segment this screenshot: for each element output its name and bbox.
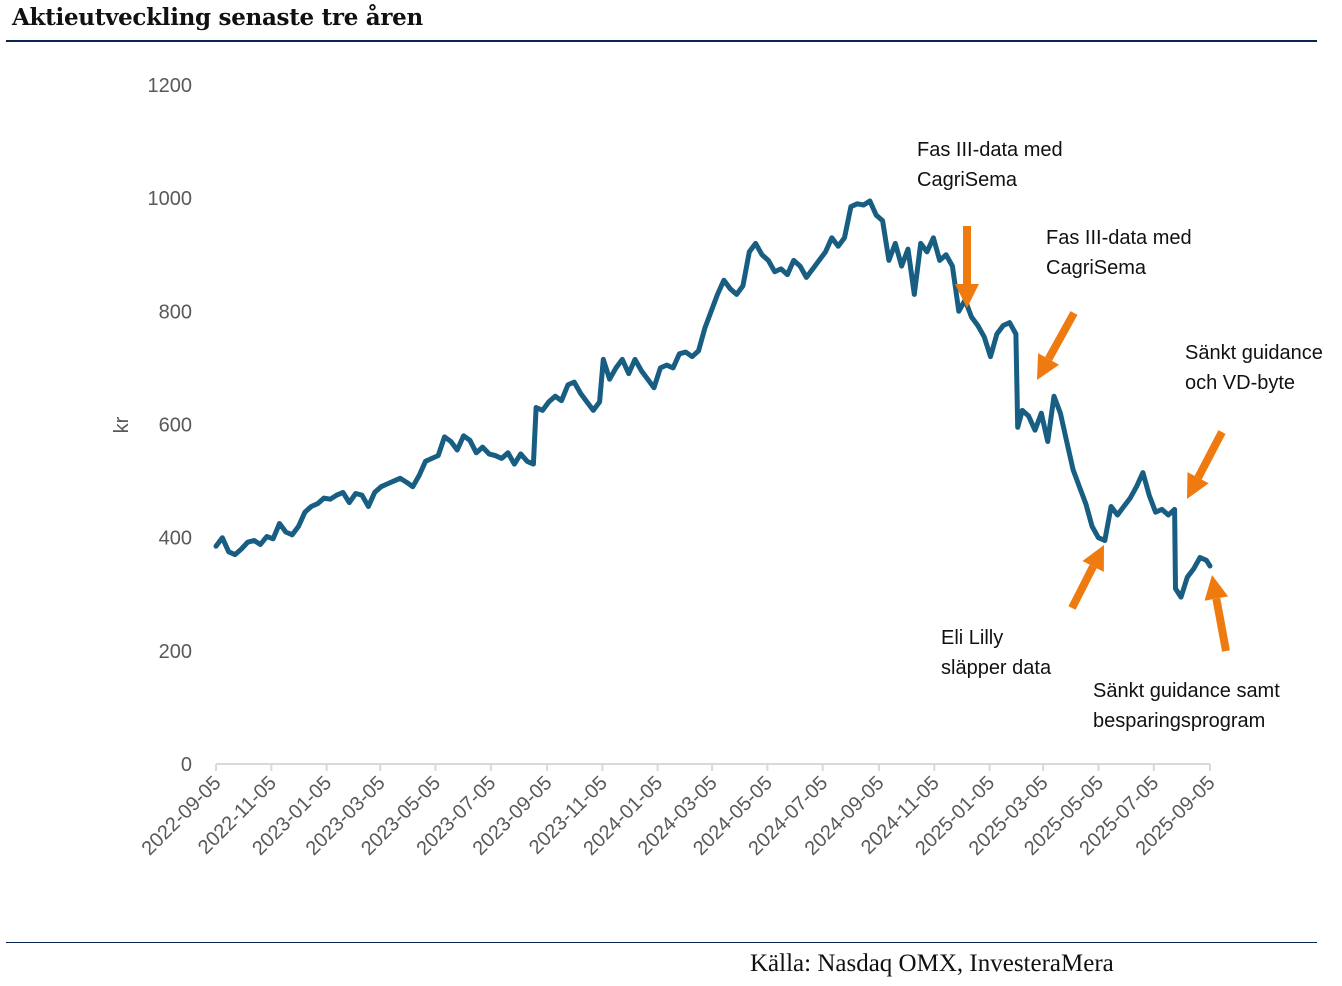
arrow-shaft: [1212, 597, 1230, 652]
y-tick-label: 600: [159, 415, 192, 437]
annotation-a5: Sänkt guidance samt besparingsprogram: [1093, 575, 1280, 732]
price-series-line: [213, 198, 1213, 600]
annotation-a4: Eli Lilly släpper data: [941, 545, 1104, 679]
annotation-text: Eli Lilly: [941, 627, 1003, 649]
arrow-head-icon: [955, 284, 979, 308]
y-axis-title: kr: [111, 416, 133, 433]
y-tick-label: 400: [159, 528, 192, 550]
y-tick-label: 1200: [148, 75, 193, 97]
y-tick-label: 0: [181, 754, 192, 776]
annotation-text: Fas III-data med: [1046, 227, 1192, 249]
source-note: Källa: Nasdaq OMX, InvesteraMera: [750, 950, 1114, 977]
arrow-head-icon: [1037, 353, 1060, 380]
arrow-head-icon: [1082, 545, 1104, 572]
y-axis: 0 200 400 600 800 1000 1200: [148, 75, 193, 776]
arrow-shaft: [1194, 430, 1226, 480]
annotation-text: CagriSema: [1046, 257, 1147, 279]
annotation-text: och VD-byte: [1185, 372, 1295, 394]
annotation-text: Sänkt guidance: [1185, 342, 1323, 364]
arrow-head-icon: [1204, 575, 1229, 601]
x-axis: 2022-09-052022-11-052023-01-052023-03-05…: [138, 764, 1220, 860]
title-divider: [6, 40, 1317, 42]
annotation-text: CagriSema: [917, 169, 1018, 191]
arrow-head-icon: [1187, 472, 1209, 499]
chart-title: Aktieutveckling senaste tre åren: [12, 4, 423, 31]
y-tick-label: 200: [159, 641, 192, 663]
y-tick-label: 1000: [148, 188, 193, 210]
y-tick-label: 800: [159, 301, 192, 323]
annotation-text: släpper data: [941, 657, 1052, 679]
annotation-a1: Fas III-data med CagriSema: [917, 139, 1063, 308]
arrow-shaft: [1068, 564, 1097, 610]
annotation-text: besparingsprogram: [1093, 710, 1265, 732]
annotation-a3: Sänkt guidance och VD-byte: [1185, 342, 1323, 499]
arrow-shaft: [1045, 311, 1078, 361]
annotation-a2: Fas III-data med CagriSema: [1037, 227, 1192, 380]
annotation-text: Sänkt guidance samt: [1093, 680, 1280, 702]
stock-price-chart: 0 200 400 600 800 1000 1200 kr 2022-09-052022-…: [111, 75, 1323, 860]
annotation-text: Fas III-data med: [917, 139, 1063, 161]
footer-divider: [6, 942, 1317, 943]
